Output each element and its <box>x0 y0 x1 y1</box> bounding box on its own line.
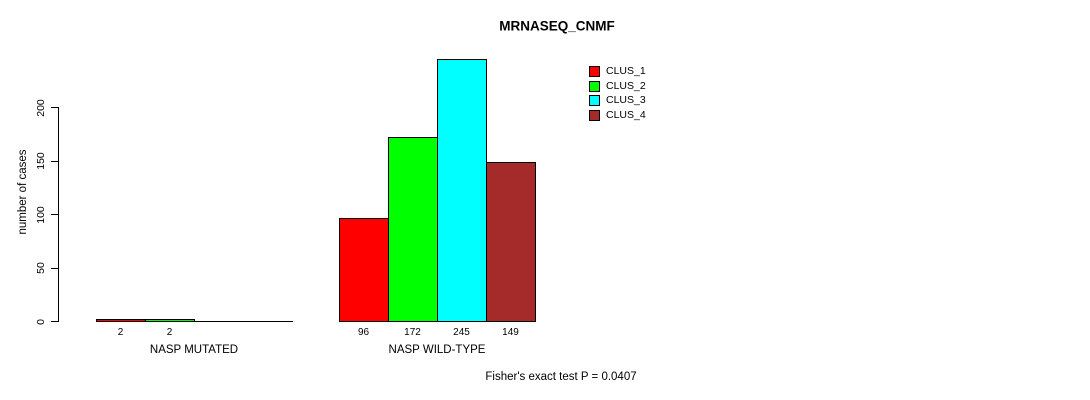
legend-label: CLUS_2 <box>606 79 646 92</box>
bar-value-label: 149 <box>502 327 519 338</box>
y-axis-tick-label: 200 <box>35 98 47 117</box>
legend-swatch-clus_1 <box>589 66 600 77</box>
legend-item: CLUS_4 <box>589 108 646 121</box>
y-axis-tick-label: 0 <box>35 318 47 325</box>
bar-clus_4-nasp-wild-type <box>486 162 536 322</box>
legend-swatch-clus_3 <box>589 95 600 106</box>
legend-label: CLUS_4 <box>606 108 646 121</box>
legend-item: CLUS_2 <box>589 79 646 92</box>
legend-item: CLUS_1 <box>589 66 646 77</box>
legend-label: CLUS_1 <box>606 65 646 77</box>
legend: CLUS_1 CLUS_2 CLUS_3 CLUS_4 <box>589 66 646 124</box>
y-axis-tick <box>51 107 58 109</box>
x-axis-baseline <box>339 320 536 322</box>
y-axis-tick <box>51 321 58 323</box>
bar-value-label: 96 <box>357 327 370 338</box>
chart-title: MRNASEQ_CNMF <box>499 18 615 34</box>
y-axis-tick <box>51 214 58 216</box>
legend-swatch-clus_2 <box>589 80 600 92</box>
y-axis-tick-label: 50 <box>35 262 47 274</box>
y-axis-line <box>58 107 60 322</box>
y-axis-tick-label: 150 <box>35 152 47 170</box>
y-axis-tick <box>51 160 58 162</box>
x-axis-category-label: NASP WILD-TYPE <box>388 344 486 356</box>
bar-clus_2-nasp-wild-type <box>388 137 438 322</box>
bar-clus_3-nasp-wild-type <box>437 59 487 322</box>
bar-value-label: 2 <box>117 327 124 338</box>
bar-clus_1-nasp-wild-type <box>339 218 389 322</box>
y-axis-tick <box>51 267 58 269</box>
legend-label: CLUS_3 <box>606 94 646 106</box>
x-axis-baseline <box>96 320 293 322</box>
bar-value-label: 245 <box>453 327 470 338</box>
x-axis-category-label: NASP MUTATED <box>149 344 239 356</box>
legend-swatch-clus_4 <box>589 109 600 121</box>
legend-item: CLUS_3 <box>589 95 646 106</box>
annotation-text: Fisher's exact test P = 0.0407 <box>485 371 637 383</box>
bar-value-label: 172 <box>404 327 421 338</box>
y-axis-tick-label: 100 <box>35 205 47 224</box>
y-axis-title: number of cases <box>17 149 29 235</box>
bar-value-label: 2 <box>166 327 173 338</box>
